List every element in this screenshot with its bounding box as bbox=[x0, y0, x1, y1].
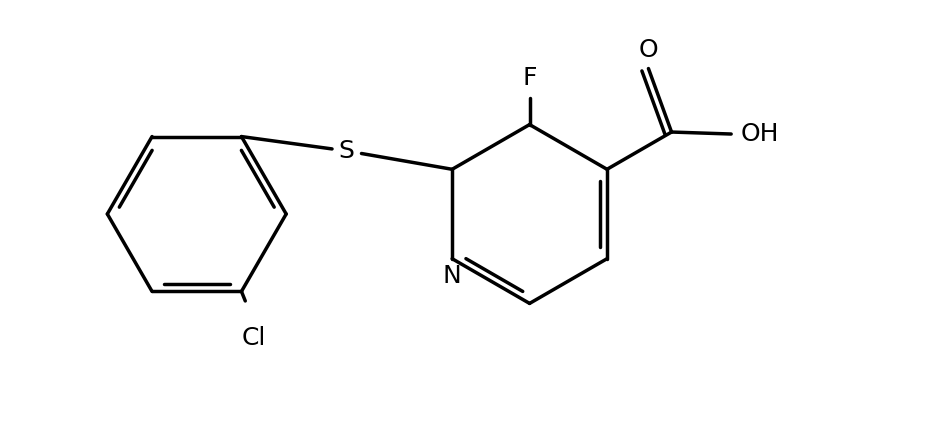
Text: OH: OH bbox=[741, 122, 779, 146]
Text: O: O bbox=[639, 38, 658, 62]
Text: F: F bbox=[522, 66, 537, 90]
Text: Cl: Cl bbox=[241, 326, 265, 350]
Text: S: S bbox=[339, 139, 355, 163]
Text: N: N bbox=[443, 264, 462, 288]
